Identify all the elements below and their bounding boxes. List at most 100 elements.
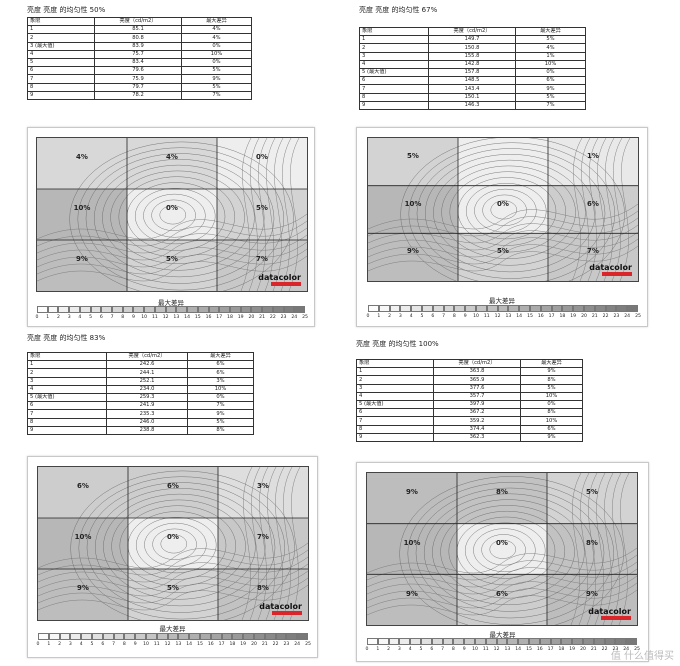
block-title: 亮度 亮度 的均匀性 67% <box>359 6 438 14</box>
scale-tick-label: 6 <box>101 642 105 647</box>
cell-lum: 149.7 <box>428 35 516 45</box>
cell-lum: 143.4 <box>428 84 516 94</box>
scale-swatch <box>219 306 230 313</box>
scale-tick-label: 14 <box>515 647 522 652</box>
scale-tick-label: 1 <box>376 647 380 652</box>
scale-swatch <box>240 306 252 313</box>
scale-swatch <box>90 306 102 313</box>
scale-swatch <box>154 306 166 313</box>
scale-swatch <box>367 638 378 645</box>
zone-diff-label: 8% <box>586 538 598 547</box>
scale-tick-label: 3 <box>398 314 402 319</box>
table-row: 3 252.1 3% <box>27 376 254 386</box>
scale-tick-label: 21 <box>261 642 268 647</box>
zone-diff-label: 6% <box>77 482 89 491</box>
cell-diff: 5% <box>515 35 586 45</box>
scale-swatch <box>197 306 209 313</box>
scale-swatch <box>48 633 60 640</box>
scale-tick-label: 10 <box>473 314 479 319</box>
block-title: 亮度 亮度 的均匀性 50% <box>27 6 106 14</box>
zone-diff-label: 10% <box>404 199 422 208</box>
zone-diff-label: 9% <box>76 255 88 264</box>
zone-diff-label: 5% <box>407 152 419 161</box>
scale-tick-label: 23 <box>613 314 620 319</box>
cell-diff: 0% <box>187 392 254 403</box>
scale-swatch <box>165 306 177 313</box>
cell-lum: 148.5 <box>428 76 516 86</box>
zone-diff-label: 6% <box>587 199 599 208</box>
scale-swatch <box>539 638 551 645</box>
table-row: 2 244.1 6% <box>27 368 254 378</box>
cell-zone: 8 <box>27 417 107 427</box>
scale-swatch <box>454 305 466 312</box>
scale-swatch <box>286 633 298 640</box>
cell-zone: 8 <box>356 424 434 434</box>
scale-tick-label: 11 <box>151 315 158 320</box>
scale-tick-label: 19 <box>240 642 247 647</box>
cell-lum: 150.1 <box>428 92 516 102</box>
scale-swatch <box>508 305 520 312</box>
datacolor-logo: datacolor <box>589 263 632 272</box>
scale-swatch <box>422 305 433 312</box>
table-row: 6 367.2 8% <box>356 408 583 418</box>
cell-zone: 3 <box>27 376 107 386</box>
zone-diff-label: 5% <box>256 204 268 213</box>
cell-lum: 85.1 <box>94 25 182 35</box>
scale-tick-label: 18 <box>559 314 566 319</box>
cell-diff: 9% <box>187 409 254 419</box>
col-zone: 象限 <box>356 358 434 369</box>
scale-swatch <box>283 306 295 313</box>
scale-swatch <box>518 638 529 645</box>
scale-swatch <box>135 633 146 640</box>
cell-lum: 397.9 <box>433 399 521 410</box>
scale-tick-label: 2 <box>388 314 392 319</box>
cell-lum: 79.6 <box>94 66 182 76</box>
scale-swatch <box>275 633 287 640</box>
scale-swatch <box>37 306 48 313</box>
table-row: 9 146.3 7% <box>359 100 586 110</box>
zone-diff-label: 6% <box>496 589 508 598</box>
cell-zone: 9 <box>27 90 95 100</box>
scale-swatch <box>59 633 71 640</box>
cell-lum: 83.9 <box>94 41 182 51</box>
scale-swatch <box>208 306 220 313</box>
scale-swatch <box>400 305 412 312</box>
cell-zone: 9 <box>356 432 434 442</box>
scale-tick-label: 6 <box>431 314 435 319</box>
scale-swatch <box>562 305 574 312</box>
cell-diff: 6% <box>520 424 583 434</box>
contour-plot: 9% 8% 5% 10% 0% 8% 9% 6% 9% datacolor <box>366 472 638 626</box>
cell-diff: 9% <box>181 74 252 84</box>
cell-diff: 4% <box>515 43 586 53</box>
legend-title: 最大差异 <box>489 631 516 639</box>
cell-lum: 367.2 <box>433 408 521 418</box>
table-row: 9 238.8 8% <box>27 425 254 435</box>
scale-swatch <box>476 305 487 312</box>
cell-lum: 374.4 <box>433 424 521 434</box>
cell-lum: 242.6 <box>106 360 188 370</box>
scale-swatch <box>465 305 476 312</box>
cell-diff: 0% <box>515 67 586 78</box>
luminance-table: 象限 亮度（cd/m2） 最大差异 1 149.7 5% 2 150.8 4% 3 155.8… <box>359 26 586 110</box>
cell-zone: 6 <box>359 76 429 86</box>
zone-diff-label: 4% <box>166 153 178 162</box>
scale-tick-label: 0 <box>365 647 369 652</box>
table-row: 2 150.8 4% <box>359 43 586 53</box>
scale-swatch <box>69 306 80 313</box>
scale-tick-label: 23 <box>612 647 619 652</box>
zone-diff-label: 0% <box>256 153 268 162</box>
zone-diff-label: 8% <box>496 488 508 497</box>
cell-zone: 2 <box>27 33 95 43</box>
cell-diff: 7% <box>515 100 586 110</box>
scale-tick-label: 7 <box>441 647 445 652</box>
cell-diff: 8% <box>520 408 583 418</box>
scale-tick-label: 15 <box>194 315 201 320</box>
cell-lum: 359.2 <box>433 416 521 426</box>
col-lum: 亮度（cd/m2） <box>433 358 521 369</box>
luminance-table: 象限 亮度（cd/m2） 最大差异 1 85.1 4% 2 80.8 4% 3 (最大值) 8… <box>27 16 252 100</box>
luminance-table: 象限 亮度（cd/m2） 最大差异 1 242.6 6% 2 244.1 6% 3 252.1… <box>27 351 254 435</box>
scale-tick-label: 15 <box>526 647 532 652</box>
scale-swatch <box>178 633 190 640</box>
scale-tick-label: 10 <box>141 315 148 320</box>
